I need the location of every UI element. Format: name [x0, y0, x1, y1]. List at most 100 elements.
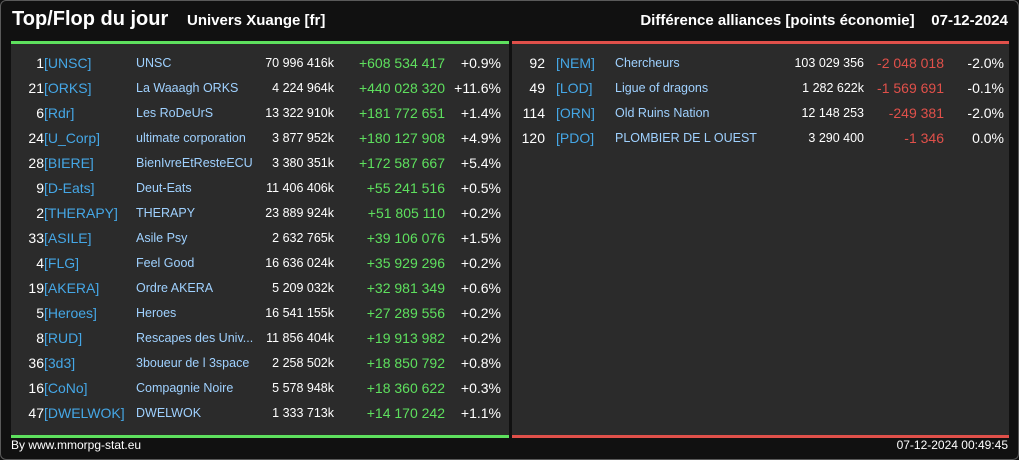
alliance-tag-link[interactable]: [U_Corp] — [44, 130, 101, 146]
points-difference: +27 289 556 — [366, 305, 445, 321]
percent-change: +0.2% — [460, 255, 501, 271]
percent-change: +0.5% — [460, 180, 501, 196]
percent-change: +4.9% — [460, 130, 501, 146]
alliance-tag-link[interactable]: [LOD] — [556, 80, 593, 96]
percent-change: +0.8% — [460, 355, 501, 371]
alliance-tag-link[interactable]: [THERAPY] — [44, 205, 118, 221]
top-gainers-panel: 1 [UNSC] UNSC 70 996 416k +608 534 417 +0.9% 2… — [11, 41, 509, 438]
top-losers-panel: 92 [NEM] Chercheurs 103 029 356 -2 048 018 -2… — [512, 41, 1009, 438]
alliance-tag-link[interactable]: [AKERA] — [44, 280, 100, 296]
alliance-tag-link[interactable]: [Rdr] — [44, 105, 75, 121]
percent-change: +0.2% — [460, 205, 501, 221]
alliance-row: 4 [FLG] Feel Good 16 636 024k +35 929 296 +0.… — [11, 251, 509, 276]
percent-change: +1.1% — [460, 405, 501, 421]
alliance-row: 16 [CoNo] Compagnie Noire 5 578 948k +18 360… — [11, 376, 509, 401]
alliance-tag-link[interactable]: [RUD] — [44, 330, 83, 346]
percent-change: +11.6% — [454, 80, 501, 96]
alliance-row: 114 [ORN] Old Ruins Nation 12 148 253 -249 3… — [512, 101, 1009, 126]
alliance-row: 1 [UNSC] UNSC 70 996 416k +608 534 417 +0.9% — [11, 51, 509, 76]
points-difference: +51 805 110 — [367, 205, 445, 221]
ranking-heading: Différence alliances [points économie] 0… — [640, 12, 1008, 29]
alliance-name-link[interactable]: Asile Psy — [136, 231, 188, 245]
alliance-points: 2 258 502k — [272, 356, 334, 370]
ranking-type: Différence alliances [points économie] — [640, 12, 915, 29]
alliance-tag-link[interactable]: [NEM] — [556, 55, 595, 71]
alliance-name-link[interactable]: La Waaagh ORKS — [136, 81, 239, 95]
percent-change: 0.0% — [972, 130, 1004, 146]
percent-change: +0.6% — [460, 280, 501, 296]
alliance-tag-link[interactable]: [ORN] — [556, 105, 595, 121]
alliance-points: 3 380 351k — [272, 156, 334, 170]
alliance-name-link[interactable]: Ordre AKERA — [136, 281, 214, 295]
alliance-name-link[interactable]: Chercheurs — [615, 56, 680, 70]
alliance-row: 21 [ORKS] La Waaagh ORKS 4 224 964k +440 028… — [11, 76, 509, 101]
alliance-tag-link[interactable]: [D-Eats] — [44, 180, 95, 196]
alliance-name-link[interactable]: THERAPY — [136, 206, 196, 220]
alliance-points: 4 224 964k — [272, 81, 334, 95]
alliance-tag-link[interactable]: [FLG] — [44, 255, 80, 271]
alliance-row: 6 [Rdr] Les RoDeUrS 13 322 910k +181 772 651… — [11, 101, 509, 126]
alliance-name-link[interactable]: Feel Good — [136, 256, 195, 270]
page-title: Top/Flop du jour — [12, 8, 169, 30]
alliance-row: 28 [BIERE] BienIvreEtResteECU 3 380 351k +17… — [11, 151, 509, 176]
generated-timestamp: 07-12-2024 00:49:45 — [896, 438, 1008, 452]
alliance-points: 11 406 406k — [266, 181, 334, 195]
alliance-name-link[interactable]: Rescapes des Univ... — [136, 331, 254, 345]
percent-change: +1.4% — [460, 105, 501, 121]
alliance-row: 120 [PDO] PLOMBIER DE L OUEST 3 290 400 -1 3… — [512, 126, 1009, 151]
alliance-points: 1 333 713k — [272, 406, 334, 420]
alliance-name-link[interactable]: ultimate corporation — [136, 131, 246, 145]
alliance-name-link[interactable]: PLOMBIER DE L OUEST — [615, 131, 757, 145]
alliance-rank: 4 — [36, 255, 44, 271]
alliance-name-link[interactable]: Ligue of dragons — [615, 81, 709, 95]
alliance-name-link[interactable]: DWELWOK — [136, 406, 202, 420]
alliance-tag-link[interactable]: [Heroes] — [44, 305, 97, 321]
points-difference: +32 981 349 — [366, 280, 445, 296]
percent-change: +0.9% — [460, 55, 501, 71]
alliance-rank: 21 — [28, 80, 44, 96]
alliance-name-link[interactable]: Compagnie Noire — [136, 381, 234, 395]
alliance-name-link[interactable]: Old Ruins Nation — [615, 106, 710, 120]
percent-change: +1.5% — [460, 230, 501, 246]
points-difference: +181 772 651 — [358, 105, 445, 121]
alliance-points: 16 636 024k — [265, 256, 334, 270]
alliance-rank: 19 — [28, 280, 44, 296]
points-difference: +172 587 667 — [358, 155, 445, 171]
percent-change: +0.2% — [460, 305, 501, 321]
alliance-tag-link[interactable]: [PDO] — [556, 130, 595, 146]
alliance-tag-link[interactable]: [3d3] — [44, 355, 76, 371]
alliance-name-link[interactable]: Heroes — [136, 306, 177, 320]
alliance-name-link[interactable]: 3boueur de l 3space — [136, 356, 250, 370]
ranking-date: 07-12-2024 — [931, 12, 1008, 29]
alliance-rank: 120 — [521, 130, 545, 146]
alliance-name-link[interactable]: BienIvreEtResteECU — [136, 156, 253, 170]
alliance-rank: 28 — [28, 155, 44, 171]
alliance-tag-link[interactable]: [ORKS] — [44, 80, 92, 96]
alliance-tag-link[interactable]: [UNSC] — [44, 55, 92, 71]
alliance-points: 3 877 952k — [272, 131, 334, 145]
percent-change: -0.1% — [967, 80, 1004, 96]
alliance-rank: 36 — [28, 355, 44, 371]
alliance-tag-link[interactable]: [ASILE] — [44, 230, 92, 246]
alliance-rank: 33 — [28, 230, 44, 246]
alliance-points: 23 889 924k — [265, 206, 334, 220]
percent-change: +0.3% — [460, 380, 501, 396]
alliance-name-link[interactable]: Deut-Eats — [136, 181, 192, 195]
alliance-tag-link[interactable]: [CoNo] — [44, 380, 88, 396]
alliance-row: 24 [U_Corp] ultimate corporation 3 877 952k… — [11, 126, 509, 151]
alliance-row: 33 [ASILE] Asile Psy 2 632 765k +39 106 076 +… — [11, 226, 509, 251]
alliance-name-link[interactable]: UNSC — [136, 56, 172, 70]
points-difference: -1 346 — [904, 130, 944, 146]
alliance-name-link[interactable]: Les RoDeUrS — [136, 106, 214, 120]
alliance-row: 19 [AKERA] Ordre AKERA 5 209 032k +32 981 34… — [11, 276, 509, 301]
points-difference: -249 381 — [888, 105, 944, 121]
alliance-rank: 49 — [529, 80, 545, 96]
points-difference: +14 170 242 — [366, 405, 445, 421]
alliance-rank: 114 — [522, 105, 545, 121]
alliance-points: 11 856 404k — [266, 331, 334, 345]
points-difference: +19 913 982 — [366, 330, 445, 346]
server-name: Univers Xuange [fr] — [187, 12, 326, 29]
alliance-tag-link[interactable]: [BIERE] — [44, 155, 94, 171]
alliance-tag-link[interactable]: [DWELWOK] — [44, 405, 125, 421]
